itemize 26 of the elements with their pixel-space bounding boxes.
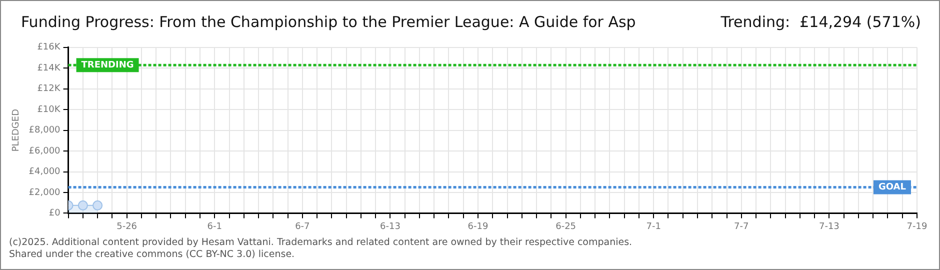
x-tick-label: 6-19 (468, 222, 488, 232)
y-tick-label: £14K (37, 63, 62, 74)
text: (c)2025. Additional content provided by Hesam Vattani. Trademarks and related content are owned by their respective companies. (9, 237, 632, 249)
x-tick-label: 6-25 (556, 222, 576, 232)
x-tick-label: 6-1 (207, 222, 222, 232)
x-tick-label: 7-1 (646, 222, 661, 232)
y-tick-label: £4,000 (28, 167, 61, 178)
x-tick-label: 6-13 (380, 222, 400, 232)
chart-title: Funding Progress: From the Championship to the Premier League: A Guide for Asp (21, 13, 636, 31)
ref-line-label: TRENDING (81, 60, 134, 70)
x-tick-label: 7-7 (734, 222, 749, 232)
y-axis-title: PLEDGED (12, 108, 22, 152)
x-tick-label: 7-19 (906, 222, 928, 232)
y-tick-label: £2,000 (28, 188, 61, 198)
x-tick-label: 5-26 (116, 222, 138, 232)
y-tick-label: £6,000 (28, 146, 61, 156)
y-tick-label: £0 (48, 208, 61, 219)
x-tick-label: 6-7 (295, 222, 310, 232)
ref-line-label: GOAL (878, 182, 906, 193)
y-tick-label: £16K (37, 42, 62, 53)
x-tick-label: 7-13 (818, 222, 840, 232)
y-tick-label: £10K (37, 104, 62, 115)
y-tick-label: £8,000 (28, 126, 61, 136)
chart-subtitle: Trending: £14,294 (571%) (720, 13, 921, 31)
text: Shared under the creative commons (CC BY-NC 3.0) license. (9, 249, 296, 261)
y-tick-label: £12K (37, 84, 62, 94)
